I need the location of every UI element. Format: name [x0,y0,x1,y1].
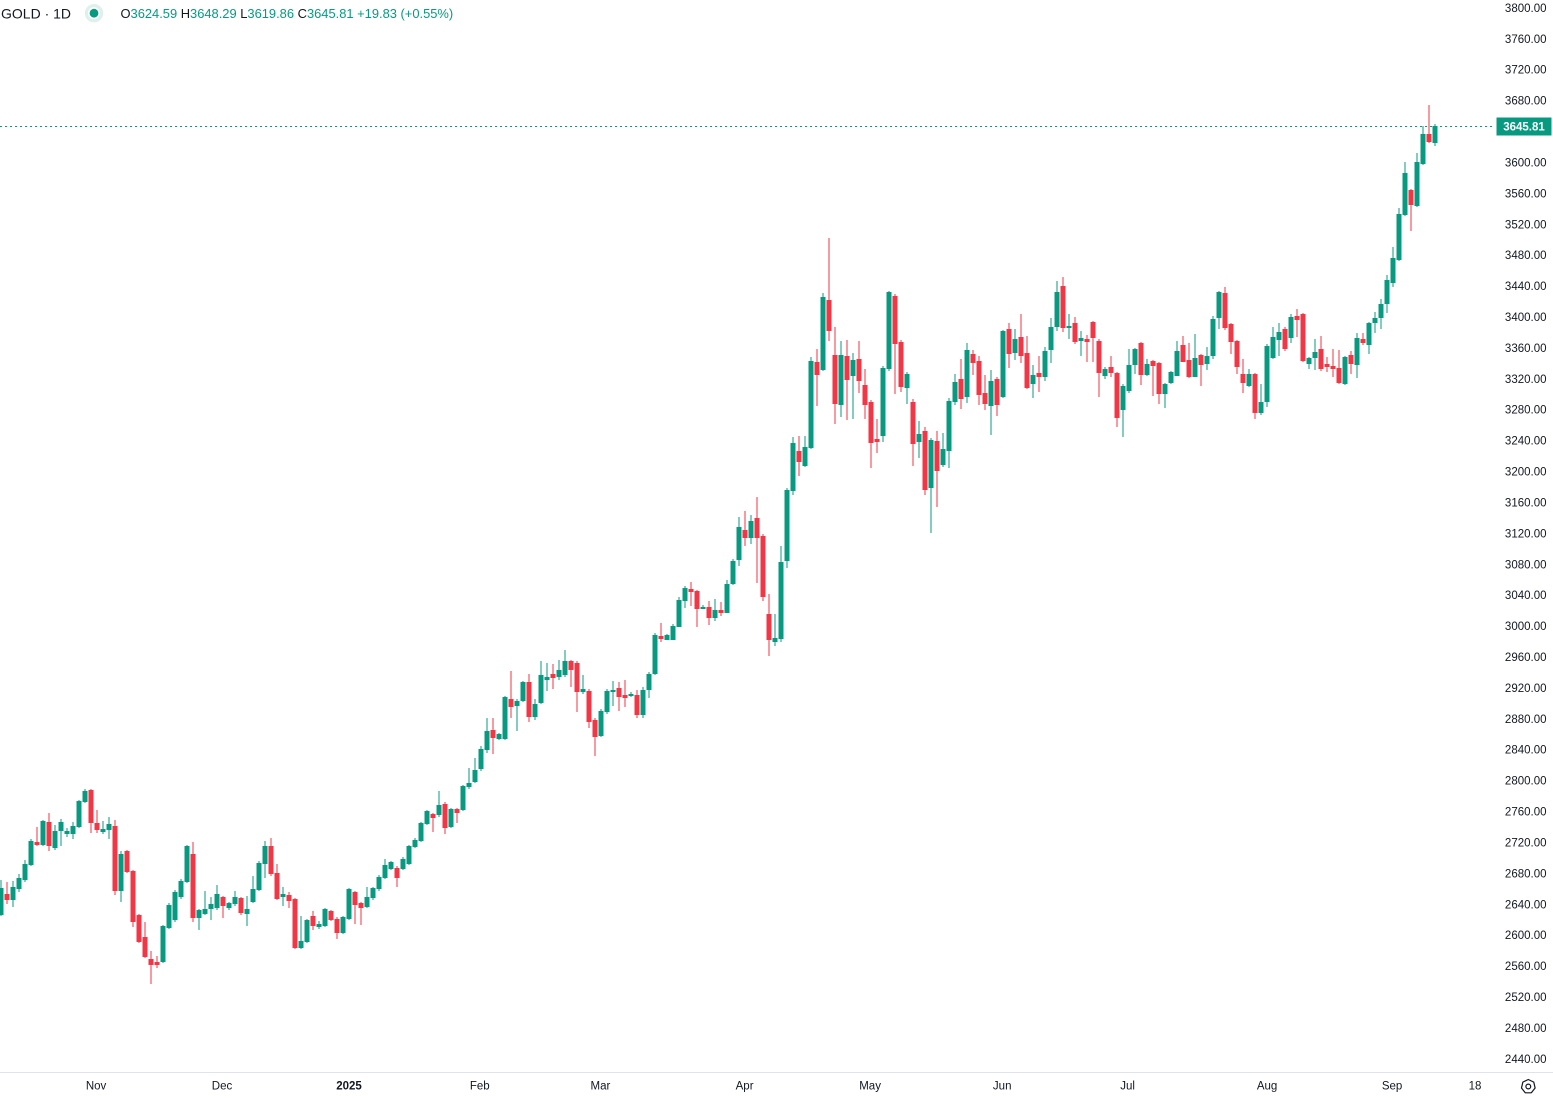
svg-text:3645.81: 3645.81 [1503,122,1545,134]
svg-text:3720.00: 3720.00 [1505,65,1547,77]
svg-text:3800.00: 3800.00 [1505,3,1547,15]
svg-text:3480.00: 3480.00 [1505,250,1547,262]
svg-text:2480.00: 2480.00 [1505,1023,1547,1035]
svg-text:Nov: Nov [86,1081,107,1093]
svg-text:3080.00: 3080.00 [1505,559,1547,571]
svg-text:3520.00: 3520.00 [1505,219,1547,231]
svg-text:May: May [859,1081,881,1093]
svg-text:3600.00: 3600.00 [1505,158,1547,170]
svg-text:O3624.59 H3648.29 L3619.86 C36: O3624.59 H3648.29 L3619.86 C3645.81 +19.… [121,6,454,21]
svg-text:Feb: Feb [470,1081,490,1093]
svg-text:Aug: Aug [1257,1081,1277,1093]
svg-text:3040.00: 3040.00 [1505,590,1547,602]
svg-text:2920.00: 2920.00 [1505,683,1547,695]
svg-text:3240.00: 3240.00 [1505,436,1547,448]
svg-text:3440.00: 3440.00 [1505,281,1547,293]
svg-text:3560.00: 3560.00 [1505,188,1547,200]
svg-text:2600.00: 2600.00 [1505,930,1547,942]
svg-text:3680.00: 3680.00 [1505,96,1547,108]
svg-text:Jul: Jul [1120,1081,1135,1093]
svg-text:18: 18 [1469,1081,1482,1093]
svg-text:3320.00: 3320.00 [1505,374,1547,386]
svg-text:2440.00: 2440.00 [1505,1054,1547,1066]
svg-text:2800.00: 2800.00 [1505,776,1547,788]
svg-text:2960.00: 2960.00 [1505,652,1547,664]
svg-text:2760.00: 2760.00 [1505,807,1547,819]
svg-text:2680.00: 2680.00 [1505,868,1547,880]
svg-text:3360.00: 3360.00 [1505,343,1547,355]
svg-text:3760.00: 3760.00 [1505,34,1547,46]
svg-text:3400.00: 3400.00 [1505,312,1547,324]
svg-text:Sep: Sep [1382,1081,1402,1093]
svg-text:2560.00: 2560.00 [1505,961,1547,973]
svg-text:3000.00: 3000.00 [1505,621,1547,633]
svg-text:2025: 2025 [336,1081,362,1093]
svg-text:2720.00: 2720.00 [1505,838,1547,850]
svg-text:2880.00: 2880.00 [1505,714,1547,726]
svg-text:Mar: Mar [590,1081,610,1093]
svg-text:Dec: Dec [212,1081,233,1093]
svg-text:2520.00: 2520.00 [1505,992,1547,1004]
svg-text:Jun: Jun [993,1081,1012,1093]
svg-text:3120.00: 3120.00 [1505,528,1547,540]
svg-text:3160.00: 3160.00 [1505,498,1547,510]
svg-text:2840.00: 2840.00 [1505,745,1547,757]
svg-text:3280.00: 3280.00 [1505,405,1547,417]
svg-text:GOLD · 1D: GOLD · 1D [1,6,71,22]
svg-text:Apr: Apr [736,1081,754,1093]
svg-text:3200.00: 3200.00 [1505,467,1547,479]
svg-text:2640.00: 2640.00 [1505,899,1547,911]
